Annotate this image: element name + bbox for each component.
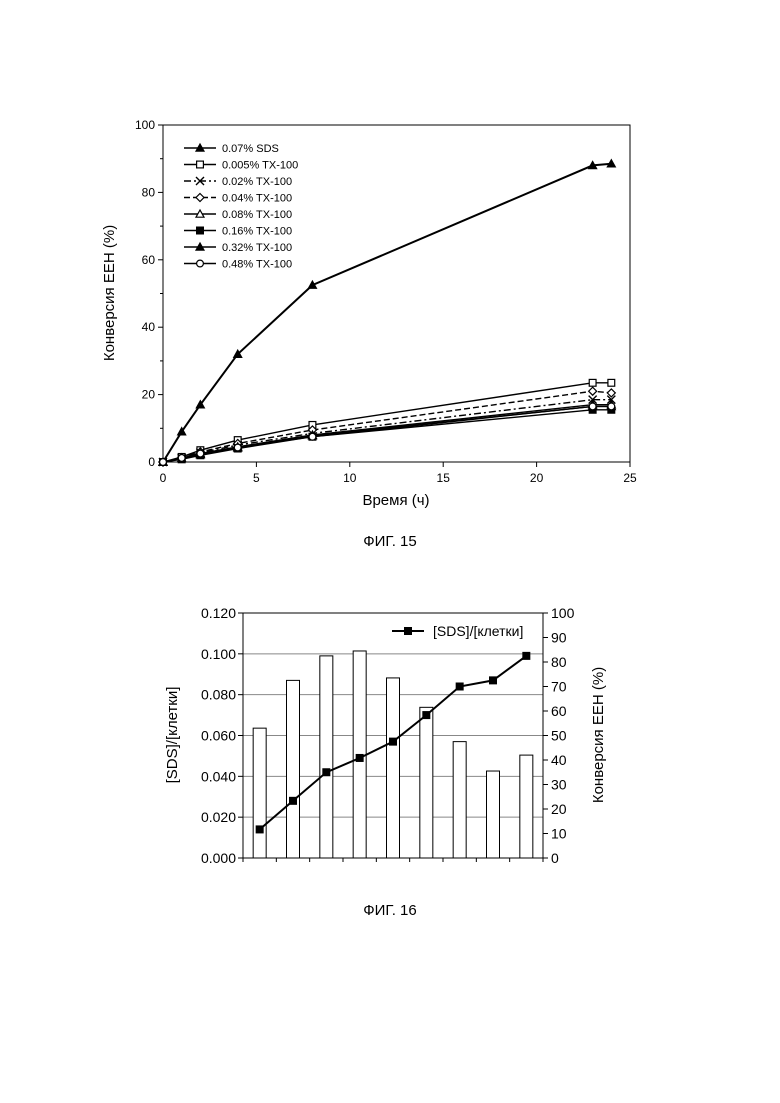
fig15-legend-marker [197, 227, 204, 234]
fig15-legend-label: 0.16% TX-100 [222, 226, 292, 238]
fig16-bar [420, 707, 433, 858]
fig15-data-point [160, 459, 167, 466]
fig16-y1-tick-label: 0.060 [201, 728, 236, 744]
fig15-data-point [589, 379, 596, 386]
fig15-caption: ФИГ. 15 [363, 533, 417, 550]
fig16-y2-tick-label: 60 [551, 703, 567, 719]
fig15-x-tick-label: 15 [437, 471, 451, 485]
fig16-legend-marker [405, 628, 412, 635]
fig16-data-point [523, 652, 530, 659]
fig16-data-point [323, 769, 330, 776]
fig16-y1-tick-label: 0.100 [201, 646, 236, 662]
fig16-bar [387, 678, 400, 858]
fig16-data-point [256, 826, 263, 833]
fig16-data-point [290, 797, 297, 804]
fig16-data-point [456, 683, 463, 690]
fig15-y-tick-label: 80 [142, 185, 156, 199]
fig15-y-tick-label: 20 [142, 388, 156, 402]
fig16-bar [320, 656, 333, 858]
figure-15: 0 5 10 15 20 25 0 20 40 60 80 100 0.07% SDS 0.005% T… [101, 118, 637, 550]
fig15-y-tick-label: 40 [142, 320, 156, 334]
fig16-bar [520, 755, 533, 858]
fig16-y2-tick-label: 100 [551, 605, 575, 621]
fig15-data-point [309, 433, 316, 440]
fig16-y2-tick-label: 10 [551, 826, 567, 842]
fig15-legend-label: 0.48% TX-100 [222, 259, 292, 271]
figure-16: 0.000 0.020 0.040 0.060 0.080 0.100 0.120 0 10 20… [164, 605, 607, 919]
fig16-y2-axis-label: Конверсия ЕЕН (%) [590, 667, 607, 803]
fig15-data-point [608, 403, 615, 410]
fig15-x-tick-label: 10 [343, 471, 357, 485]
fig15-x-tick-label: 20 [530, 471, 544, 485]
fig16-y1-tick-label: 0.120 [201, 605, 236, 621]
fig16-caption: ФИГ. 16 [363, 902, 417, 919]
fig15-y-tick-label: 0 [148, 455, 155, 469]
fig15-y-tick-label: 100 [135, 118, 155, 132]
fig16-bar [253, 728, 266, 858]
fig15-y-tick-label: 60 [142, 253, 156, 267]
fig16-bar [287, 680, 300, 858]
fig15-x-tick-label: 25 [623, 471, 637, 485]
fig15-data-point [589, 403, 596, 410]
fig15-y-axis-label: Конверсия ЕЕН (%) [101, 225, 118, 361]
fig15-x-tick-label: 0 [160, 471, 167, 485]
fig15-legend-label: 0.04% TX-100 [222, 193, 292, 205]
fig15-x-axis-label: Время (ч) [362, 492, 429, 509]
fig16-data-point [356, 755, 363, 762]
fig16-y2-tick-label: 50 [551, 728, 567, 744]
fig15-data-point [178, 455, 185, 462]
fig16-y2-tick-label: 80 [551, 654, 567, 670]
fig16-data-point [390, 738, 397, 745]
fig16-y1-tick-label: 0.040 [201, 768, 236, 784]
fig16-data-point [423, 712, 430, 719]
fig15-legend-label: 0.005% TX-100 [222, 160, 298, 172]
fig15-legend-label: 0.32% TX-100 [222, 242, 292, 254]
fig15-legend-label: 0.02% TX-100 [222, 176, 292, 188]
fig16-bar [487, 771, 500, 858]
fig15-legend-marker [197, 161, 204, 168]
fig15-data-point [608, 379, 615, 386]
fig16-data-point [490, 677, 497, 684]
fig16-y1-tick-label: 0.080 [201, 687, 236, 703]
fig15-data-point [197, 450, 204, 457]
fig16-y2-tick-label: 40 [551, 752, 567, 768]
fig16-y2-tick-label: 70 [551, 679, 567, 695]
fig15-x-tick-label: 5 [253, 471, 260, 485]
fig15-legend-label: 0.08% TX-100 [222, 209, 292, 221]
fig16-legend-label: [SDS]/[клетки] [433, 623, 523, 639]
fig16-y2-tick-label: 30 [551, 777, 567, 793]
fig16-y2-tick-label: 0 [551, 850, 559, 866]
fig16-y1-tick-label: 0.000 [201, 850, 236, 866]
fig15-legend-marker [197, 260, 204, 267]
fig16-bar [453, 742, 466, 858]
fig16-y1-tick-label: 0.020 [201, 809, 236, 825]
fig16-y2-tick-label: 90 [551, 630, 567, 646]
fig16-legend: [SDS]/[клетки] [392, 623, 523, 639]
fig15-legend-label: 0.07% SDS [222, 143, 279, 155]
fig16-y2-tick-label: 20 [551, 801, 567, 817]
fig15-data-point [234, 444, 241, 451]
fig16-y1-axis-label: [SDS]/[клетки] [164, 687, 181, 784]
